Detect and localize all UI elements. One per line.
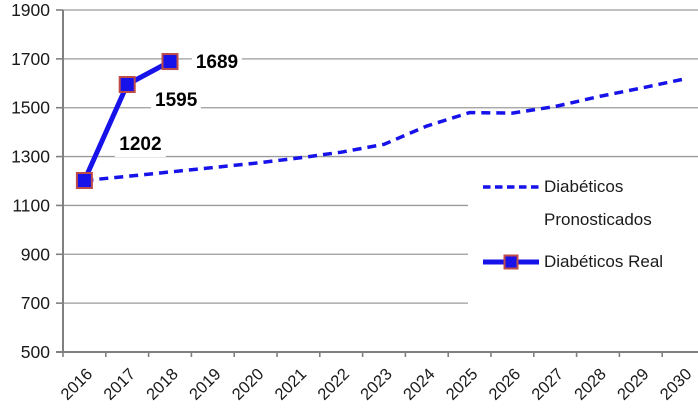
y-tick-label: 1900	[11, 0, 50, 20]
y-tick-label: 500	[21, 342, 50, 362]
legend-item-real: Diabéticos Real	[468, 245, 698, 279]
x-tick-label: 2021	[272, 365, 311, 404]
y-tick-label: 1700	[11, 49, 50, 69]
x-tick-label: 2027	[528, 365, 567, 404]
x-tick-label: 2030	[657, 365, 696, 404]
legend: Diabéticos Pronosticados Diabéticos Real	[468, 170, 698, 316]
square-marker	[75, 172, 93, 190]
forecast-line	[84, 77, 684, 183]
y-tick-label: 1300	[11, 147, 50, 167]
dashed-line-sample	[483, 185, 539, 189]
x-tick-label: 2029	[614, 365, 653, 404]
x-tick-label: 2017	[100, 365, 139, 404]
x-tick-label: 2020	[229, 365, 268, 404]
legend-item-pronosticados: Diabéticos Pronosticados	[468, 170, 698, 236]
square-marker	[161, 53, 179, 71]
x-tick-label: 2028	[571, 365, 610, 404]
legend-label-pronosticados: Diabéticos Pronosticados	[544, 170, 689, 236]
legend-text-line2: Pronosticados	[544, 210, 652, 229]
square-marker	[118, 76, 136, 94]
legend-label-real: Diabéticos Real	[544, 245, 689, 278]
x-tick-label: 2024	[400, 365, 439, 404]
y-tick-label: 900	[21, 244, 50, 264]
legend-text-line1: Diabéticos	[544, 177, 624, 196]
data-label-2018: 1689	[191, 50, 243, 75]
x-tick-label: 2023	[357, 365, 396, 404]
x-tick-label: 2022	[314, 365, 353, 404]
y-tick-label: 1100	[12, 195, 50, 215]
x-tick-label: 2026	[486, 365, 525, 404]
x-tick-label: 2018	[143, 365, 182, 404]
legend-text-real: Diabéticos Real	[544, 252, 664, 271]
solid-line-marker-sample	[483, 254, 539, 270]
y-tick-label: 700	[21, 293, 50, 313]
y-tick-label: 1500	[11, 98, 50, 118]
x-tick-label: 2025	[443, 365, 482, 404]
x-tick-label: 2016	[58, 365, 97, 404]
data-label-2017: 1595	[151, 88, 202, 113]
x-tick-label: 2019	[186, 365, 225, 404]
data-label-2016: 1202	[115, 132, 166, 157]
